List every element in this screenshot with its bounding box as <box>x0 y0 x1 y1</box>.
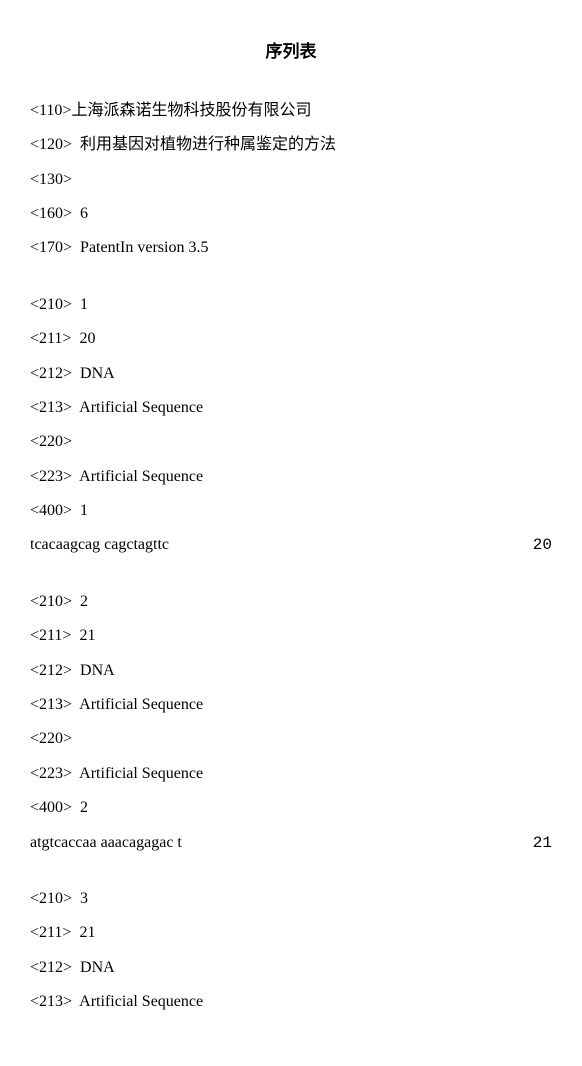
seq1-field-211: <211> 20 <box>30 328 552 350</box>
blank-spacer <box>30 569 552 591</box>
seq1-field-213: <213> Artificial Sequence <box>30 397 552 419</box>
seq3-field-212: <212> DNA <box>30 957 552 979</box>
seq2-field-211: <211> 21 <box>30 625 552 647</box>
seq1-field-400: <400> 1 <box>30 500 552 522</box>
seq1-sequence-row: tcacaagcag cagctagttc 20 <box>30 534 552 556</box>
field-120: <120> 利用基因对植物进行种属鉴定的方法 <box>30 134 552 156</box>
seq2-field-213: <213> Artificial Sequence <box>30 694 552 716</box>
seq2-field-220: <220> <box>30 728 552 750</box>
seq2-sequence-text: atgtcaccaa aaacagagac t <box>30 832 182 854</box>
seq1-sequence-text: tcacaagcag cagctagttc <box>30 534 169 556</box>
seq1-field-220: <220> <box>30 431 552 453</box>
seq1-field-210: <210> 1 <box>30 294 552 316</box>
field-170: <170> PatentIn version 3.5 <box>30 237 552 259</box>
seq2-sequence-row: atgtcaccaa aaacagagac t 21 <box>30 832 552 854</box>
seq2-field-223: <223> Artificial Sequence <box>30 763 552 785</box>
seq1-field-212: <212> DNA <box>30 363 552 385</box>
field-160: <160> 6 <box>30 203 552 225</box>
field-110: <110>上海派森诺生物科技股份有限公司 <box>30 100 552 122</box>
seq2-field-210: <210> 2 <box>30 591 552 613</box>
field-130: <130> <box>30 169 552 191</box>
seq2-sequence-length: 21 <box>533 832 552 854</box>
seq1-sequence-length: 20 <box>533 534 552 556</box>
blank-spacer <box>30 866 552 888</box>
seq2-field-212: <212> DNA <box>30 660 552 682</box>
blank-spacer <box>30 272 552 294</box>
seq3-field-211: <211> 21 <box>30 922 552 944</box>
seq2-field-400: <400> 2 <box>30 797 552 819</box>
seq3-field-213: <213> Artificial Sequence <box>30 991 552 1013</box>
seq1-field-223: <223> Artificial Sequence <box>30 466 552 488</box>
sequence-listing-title: 序列表 <box>30 40 552 64</box>
seq3-field-210: <210> 3 <box>30 888 552 910</box>
